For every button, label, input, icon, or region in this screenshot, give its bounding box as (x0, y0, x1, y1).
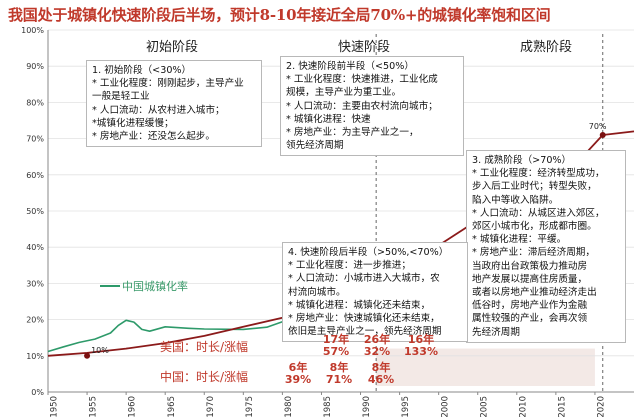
stage-box-line: * 城镇化进程：城镇化还未结束， (288, 299, 431, 311)
note-gain: 57% (322, 345, 350, 358)
data-marker (84, 352, 91, 359)
y-tick-label: 100% (21, 26, 44, 35)
stage-box-line: * 房地产业：快速城镇化还未结束， (288, 313, 440, 325)
stage-box-line: * 人口流动：小城市进入大城市，农 (288, 273, 440, 285)
x-tick-label: 1975 (245, 396, 255, 418)
stage-box-line: 先经济周期 (472, 326, 520, 338)
data-marker (599, 131, 606, 138)
y-tick-label: 0% (31, 388, 44, 397)
note-duration: 8年 (329, 361, 349, 374)
stage-box-line: 郊区小城市化，形成都市圈。 (472, 221, 597, 233)
x-tick-label: 2010 (518, 396, 528, 418)
stage-box-line: * 人口流动：从农村进入城市； (92, 104, 225, 116)
stage-box-line: 当政府出台政策极力推动房 (472, 260, 588, 272)
usa-note-1: 17年 57% (321, 334, 351, 358)
y-tick-label: 10% (26, 352, 44, 361)
x-tick-label: 2005 (479, 396, 489, 418)
legend-usa-duration-gain: 美国：时长/涨幅 (160, 340, 249, 354)
stage-box-line: 陷入中等收入陷阱。 (472, 194, 559, 206)
china-note-3: 8年 46% (366, 362, 396, 386)
note-gain: 39% (284, 373, 312, 386)
stage-box-line: * 房地产业：为主导产业之一， (286, 127, 419, 139)
stage-box-line: * 人口流动：从城区进入郊区， (472, 207, 605, 219)
x-tick-label: 1995 (401, 396, 411, 418)
y-tick-label: 20% (26, 316, 44, 325)
stage-box-line: 或者以房地产业推动经济走出 (472, 287, 597, 299)
stage-box-line: * 城镇化进程：快速 (286, 113, 371, 125)
stage-box-line: * 工业化程度：快速推进，工业化成 (286, 74, 438, 86)
stage-box-line: * 工业化程度：经济转型成功， (472, 168, 605, 180)
stage-box-line: * 房地产业：滞后经济周期， (472, 247, 595, 259)
y-tick-label: 30% (26, 279, 44, 288)
notes-band (376, 348, 595, 386)
x-tick-label: 2020 (597, 396, 607, 418)
x-tick-label: 1970 (206, 396, 216, 418)
stage-box-line: 4. 快速阶段后半段（>50%,<70%） (288, 247, 449, 258)
note-gain: 133% (404, 345, 438, 358)
stage-box-rapid-second: 4. 快速阶段后半段（>50%,<70%） * 工业化程度：进一步推进； * 人… (282, 242, 468, 343)
stage-box-line: 规模，主导产业为重工业。 (286, 87, 402, 99)
legend-china-series: 中国城镇化率 (122, 280, 188, 293)
stage-box-line: 一般是轻工业 (92, 91, 150, 103)
stage-title-rapid: 快速阶段 (338, 40, 391, 55)
stage-box-line: 低谷时，房地产业作为金融 (472, 300, 588, 312)
note-gain: 46% (367, 373, 395, 386)
y-tick-label: 80% (26, 98, 44, 107)
x-tick-label: 1980 (284, 396, 294, 418)
x-tick-label: 2015 (557, 396, 567, 418)
x-tick-label: 1960 (128, 396, 138, 418)
stage-box-line: *城镇化进程缓慢； (92, 117, 174, 129)
stage-box-line: 领先经济周期 (286, 140, 344, 152)
usa-note-2: 26年 32% (362, 334, 392, 358)
china-note-2: 8年 71% (324, 362, 354, 386)
stage-box-line: 村流向城市。 (288, 286, 346, 298)
x-tick-label: 1985 (323, 396, 333, 418)
y-tick-label: 70% (26, 135, 44, 144)
note-gain: 32% (363, 345, 391, 358)
x-tick-label: 1950 (50, 396, 60, 418)
stage-title-mature: 成熟阶段 (520, 40, 573, 55)
note-duration: 17年 (322, 333, 350, 346)
stage-box-mature: 3. 成熟阶段（>70%） * 工业化程度：经济转型成功， 步入后工业时代；转型… (466, 150, 626, 343)
page-title: 我国处于城镇化快速阶段后半场，预计8-10年接近全局70%+的城镇化率饱和区间 (8, 6, 551, 24)
note-gain: 71% (325, 373, 353, 386)
note-duration: 26年 (363, 333, 391, 346)
data-label: 10% (91, 346, 109, 355)
stage-title-initial: 初始阶段 (146, 40, 199, 55)
stage-box-line: * 房地产业：还没怎么起步。 (92, 131, 215, 143)
data-label: 70% (589, 122, 607, 131)
note-duration: 8年 (371, 361, 391, 374)
stage-box-line: * 城镇化进程：平缓。 (472, 234, 567, 246)
note-duration: 6年 (288, 361, 308, 374)
y-tick-label: 40% (26, 243, 44, 252)
y-tick-label: 50% (26, 207, 44, 216)
stage-box-line: 3. 成熟阶段（>70%） (472, 155, 572, 166)
stage-box-line: 2. 快速阶段前半段（<50%） (286, 61, 414, 72)
x-tick-label: 1965 (167, 396, 177, 418)
stage-box-line: 依旧是主导产业之一，领先经济周期 (288, 326, 442, 338)
stage-box-initial: 1. 初始阶段（<30%） * 工业化程度：刚刚起步，主导产业 一般是轻工业 *… (86, 60, 262, 148)
stage-box-line: 地产发展以提高住房质量， (472, 273, 588, 285)
y-tick-label: 90% (26, 62, 44, 71)
x-tick-label: 2000 (440, 396, 450, 418)
stage-box-line: * 工业化程度：进一步推进； (288, 260, 411, 272)
y-tick-label: 60% (26, 171, 44, 180)
usa-note-3: 16年 133% (404, 334, 438, 358)
legend-china-duration-gain: 中国：时长/涨幅 (160, 370, 249, 384)
stage-box-line: 属性较强的产业，会再次领 (472, 313, 588, 325)
note-duration: 16年 (407, 333, 435, 346)
stage-box-line: 1. 初始阶段（<30%） (92, 65, 192, 76)
stage-box-line: * 工业化程度：刚刚起步，主导产业 (92, 78, 244, 90)
stage-box-line: * 人口流动：主要由农村流向城市； (286, 100, 438, 112)
stage-box-line: 步入后工业时代；转型失败， (472, 181, 597, 193)
stage-box-rapid-first: 2. 快速阶段前半段（<50%） * 工业化程度：快速推进，工业化成 规模，主导… (280, 56, 464, 157)
x-tick-label: 1990 (362, 396, 372, 418)
china-note-1: 6年 39% (283, 362, 313, 386)
x-tick-label: 1955 (89, 396, 99, 418)
